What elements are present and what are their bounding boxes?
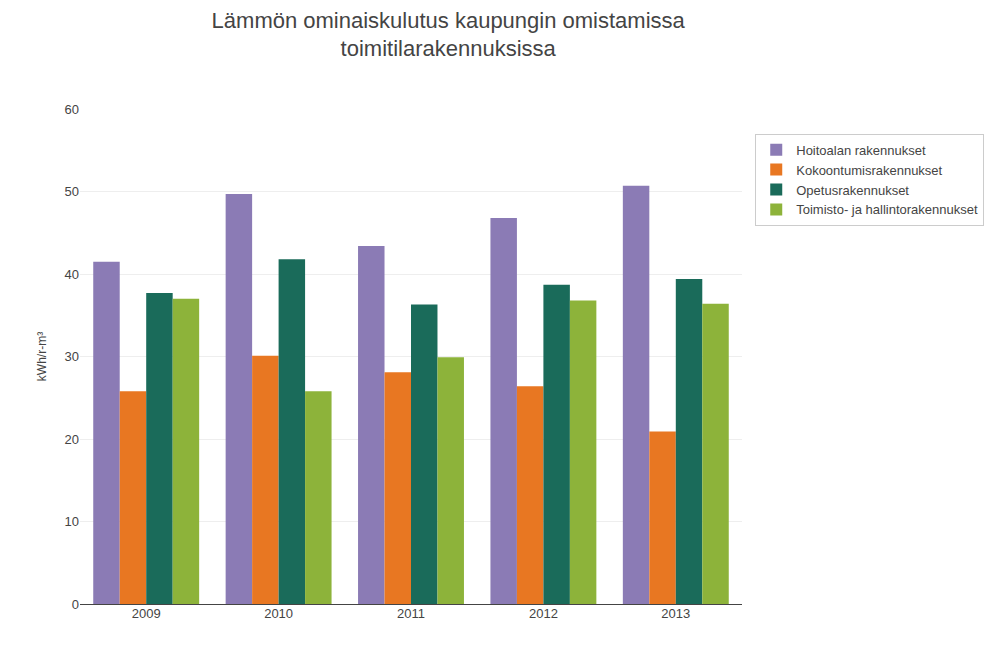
svg-text:0: 0 [72,597,79,612]
svg-text:Lämmön ominaiskulutus kaupungi: Lämmön ominaiskulutus kaupungin omistami… [212,8,686,62]
svg-text:Toimisto- ja hallintorakennuks: Toimisto- ja hallintorakennukset [796,202,978,217]
svg-text:50: 50 [65,184,79,199]
svg-text:2012: 2012 [529,606,558,621]
svg-text:Hoitoalan rakennukset: Hoitoalan rakennukset [796,143,926,158]
svg-text:60: 60 [65,102,79,117]
svg-text:2009: 2009 [132,606,161,621]
svg-text:2010: 2010 [264,606,293,621]
svg-text:10: 10 [65,514,79,529]
svg-text:40: 40 [65,267,79,282]
svg-text:2011: 2011 [397,606,425,621]
svg-text:Kokoontumisrakennukset: Kokoontumisrakennukset [796,163,942,178]
svg-text:20: 20 [65,432,79,447]
svg-text:Opetusrakennukset: Opetusrakennukset [796,183,909,198]
svg-text:30: 30 [65,349,79,364]
svg-text:2013: 2013 [661,606,690,621]
svg-text:kWh/r-m³: kWh/r-m³ [35,332,49,381]
